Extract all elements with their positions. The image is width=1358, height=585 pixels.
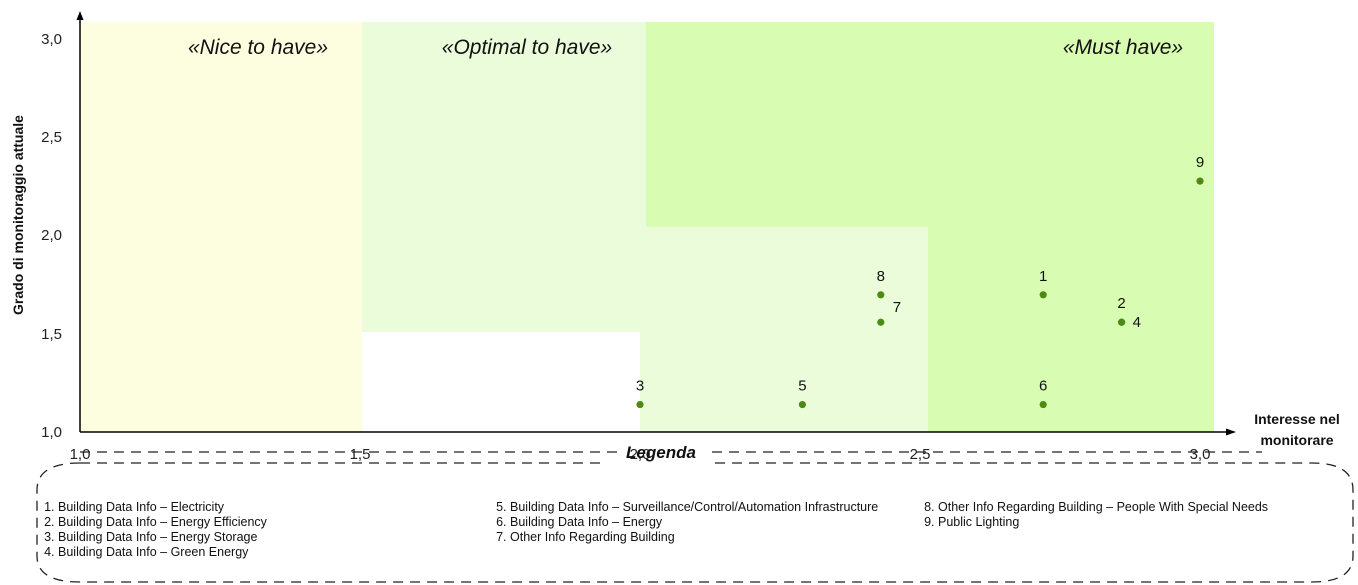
x-axis-title-line-1: Interesse nel: [1254, 411, 1340, 427]
y-tick-label: 1,5: [41, 326, 62, 343]
legend-item: Building Data Info – Energy Storage: [58, 530, 464, 545]
data-point-label-8: 8: [877, 268, 885, 285]
data-point-9: [1196, 177, 1204, 185]
x-tick-label: 3,0: [1190, 446, 1211, 463]
region-label-must-have: «Must have»: [1063, 36, 1183, 59]
legend-column-2: Building Data Info – Surveillance/Contro…: [486, 500, 886, 545]
data-point-8: [877, 291, 885, 299]
plot-regions: [80, 22, 1214, 432]
x-tick-labels: 1,0 1,5 2,0 2,5 3,0: [70, 446, 1211, 463]
scatter-chart: «Nice to have» «Optimal to have» «Must h…: [10, 11, 1340, 463]
x-tick-label: 2,0: [630, 446, 651, 463]
x-axis-title-line-2: monitorare: [1260, 432, 1333, 448]
y-tick-label: 2,5: [41, 129, 62, 146]
data-point-6: [1039, 400, 1047, 409]
y-tick-label: 2,0: [41, 227, 62, 244]
y-tick-labels: 1,0 1,5 2,0 2,5 3,0: [41, 31, 62, 441]
data-point-3: [636, 400, 644, 409]
data-point-4: [1118, 318, 1126, 326]
x-tick-label: 1,5: [350, 446, 371, 463]
data-point-label-9: 9: [1196, 154, 1204, 171]
data-point-label-5: 5: [798, 378, 806, 395]
y-axis-title: Grado di monitoraggio attuale: [10, 115, 26, 315]
y-tick-label: 1,0: [41, 424, 62, 441]
legend-item: Building Data Info – Electricity: [58, 500, 464, 515]
data-point-label-2: 2: [1117, 295, 1125, 312]
legend-item: Building Data Info – Surveillance/Contro…: [510, 500, 886, 515]
legend-item: Building Data Info – Energy: [510, 515, 886, 530]
legend-item: Other Info Regarding Building: [510, 530, 886, 545]
region-must-have-lower: [928, 227, 1214, 432]
legend-frame: Legenda: [80, 443, 1262, 462]
legend-item: Public Lighting: [938, 515, 1344, 530]
legend-title: Legenda: [626, 443, 696, 462]
data-point-label-4: 4: [1133, 314, 1141, 331]
data-point-7: [877, 318, 885, 326]
data-point-label-3: 3: [636, 378, 644, 395]
axes: [76, 11, 1236, 436]
region-optimal-to-have: [362, 22, 646, 332]
legend-item: Building Data Info – Energy Efficiency: [58, 515, 464, 530]
region-must-have: [646, 22, 1214, 227]
legend-column-3: Other Info Regarding Building – People W…: [914, 500, 1344, 530]
legend-column-1: Building Data Info – Electricity Buildin…: [34, 500, 464, 560]
legend-item: Building Data Info – Green Energy: [58, 545, 464, 560]
data-points: 1 2 3 4 5 6 78 9: [636, 154, 1204, 409]
legend-border-path: [36, 462, 1354, 583]
legend-item: Other Info Regarding Building – People W…: [938, 500, 1344, 515]
region-nice-to-have: [80, 22, 362, 432]
y-axis-arrow-icon: [76, 11, 84, 20]
data-point-5: [798, 400, 807, 409]
x-tick-label: 2,5: [910, 446, 931, 463]
data-point-label-7: 7: [893, 299, 901, 316]
x-tick-label: 1,0: [70, 446, 91, 463]
data-point-label-1: 1: [1039, 268, 1047, 285]
data-point-label-6: 6: [1039, 378, 1047, 395]
region-label-nice-to-have: «Nice to have»: [188, 36, 328, 59]
data-point-1: [1039, 291, 1047, 299]
region-label-optimal-to-have: «Optimal to have»: [442, 36, 612, 59]
region-optimal-to-have-lower: [640, 227, 928, 432]
x-axis-arrow-icon: [1226, 428, 1236, 436]
y-tick-label: 3,0: [41, 31, 62, 48]
